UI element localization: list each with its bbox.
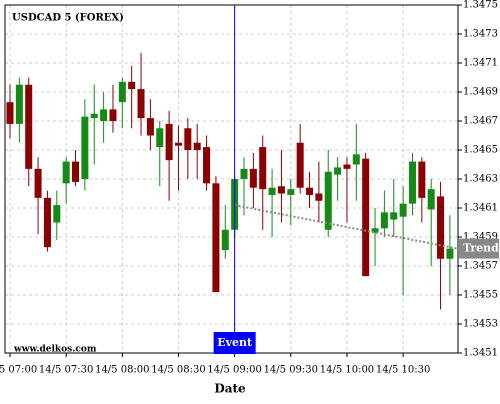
candle-body — [137, 89, 145, 119]
candle-body — [437, 196, 445, 259]
candle-body — [324, 171, 332, 230]
candle-body — [156, 128, 164, 148]
candle-body — [90, 113, 98, 119]
y-tick-label: 1.3463 — [463, 174, 498, 185]
candle-body — [399, 203, 407, 217]
candle-body — [221, 229, 229, 251]
candle-body — [446, 248, 454, 259]
candle-body — [418, 161, 426, 198]
event-label: Event — [217, 336, 253, 349]
candle-body — [118, 81, 126, 103]
candle-body — [109, 109, 117, 121]
y-tick-label: 1.3475 — [463, 0, 498, 11]
candle-body — [15, 84, 23, 124]
trend-label-box — [459, 238, 499, 259]
x-axis-title: Date — [214, 382, 246, 396]
candle-body — [240, 168, 248, 179]
candle-body — [315, 193, 323, 201]
trend-label: Trend — [463, 242, 499, 255]
candle-body — [25, 84, 33, 169]
candle-body — [193, 142, 201, 150]
candle-body — [72, 161, 80, 182]
candle-body — [427, 189, 435, 210]
x-tick-label: 14/5 09:00 — [207, 365, 261, 376]
candle-body — [408, 161, 416, 204]
y-tick-label: 1.3455 — [463, 290, 498, 301]
x-tick-label: 14/5 07:00 — [0, 365, 37, 376]
x-tick-label: 14/5 07:30 — [39, 365, 93, 376]
candle-body — [380, 212, 388, 229]
candle-body — [259, 147, 267, 190]
y-tick-label: 1.3473 — [463, 29, 498, 40]
candle-body — [53, 205, 61, 223]
y-tick-label: 1.3461 — [463, 203, 498, 214]
candle-body — [43, 197, 51, 248]
x-tick-label: 14/5 10:00 — [320, 365, 374, 376]
chart-title: USDCAD 5 (FOREX) — [12, 13, 124, 24]
y-tick-label: 1.3457 — [463, 261, 498, 272]
trend-line — [234, 204, 458, 250]
candle-body — [390, 212, 398, 220]
candle-body — [34, 168, 42, 198]
candle-body — [343, 164, 351, 169]
watermark: www.delkos.com — [13, 345, 97, 355]
candle-body — [334, 167, 342, 175]
y-tick-label: 1.3467 — [463, 116, 498, 127]
x-tick-label: 14/5 08:30 — [151, 365, 205, 376]
candle-body — [371, 228, 379, 233]
x-tick-label: 14/5 09:30 — [264, 365, 318, 376]
x-tick-label: 14/5 10:30 — [376, 365, 430, 376]
candle-body — [146, 118, 154, 136]
candle-body — [100, 109, 108, 121]
candle-body — [306, 187, 314, 195]
candle-body — [249, 168, 257, 188]
y-tick-label: 1.3465 — [463, 145, 498, 156]
y-tick-label: 1.3453 — [463, 319, 498, 330]
candle-body — [268, 187, 276, 195]
y-tick-label: 1.3459 — [463, 232, 498, 243]
candle-body — [287, 189, 295, 195]
candle-body — [277, 186, 285, 194]
event-label-box — [213, 332, 256, 354]
candle-body — [81, 116, 89, 179]
candle-body — [212, 183, 220, 293]
candle-body — [128, 81, 136, 90]
candle-body — [352, 154, 360, 165]
candle-body — [165, 123, 173, 161]
candle-body — [362, 158, 370, 277]
candle-body — [296, 142, 304, 188]
candle-body — [62, 161, 70, 184]
candle-body — [203, 147, 211, 184]
candle-body — [174, 142, 182, 146]
y-tick-label: 1.3451 — [463, 348, 498, 359]
candle-body — [6, 102, 14, 124]
candle-body — [184, 128, 192, 150]
x-tick-label: 14/5 08:00 — [95, 365, 149, 376]
y-tick-label: 1.3471 — [463, 58, 498, 69]
y-tick-label: 1.3469 — [463, 87, 498, 98]
